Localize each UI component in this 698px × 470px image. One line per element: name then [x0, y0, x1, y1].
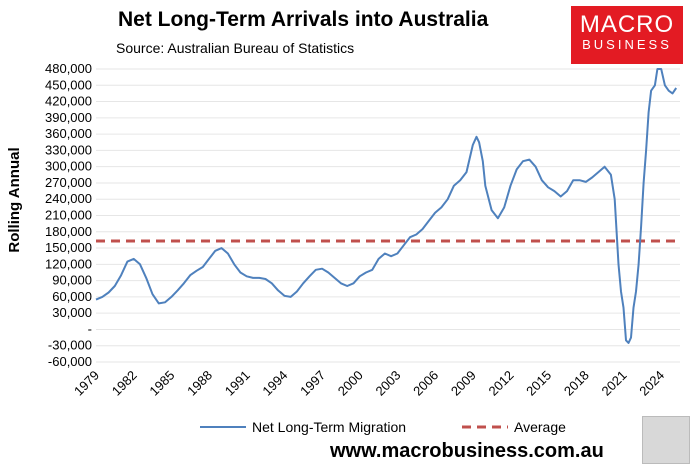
y-tick-label: 150,000: [45, 240, 92, 255]
x-tick-label: 2021: [599, 368, 630, 399]
y-tick-label: 90,000: [52, 273, 92, 288]
x-tick-labels: 1979 1982 1985 1988 1991 1994 1997 2000 2003 2006…: [71, 368, 667, 399]
macrobusiness-logo: MACRO BUSINESS: [571, 6, 683, 64]
y-tick-label: 450,000: [45, 77, 92, 92]
y-tick-label: 330,000: [45, 142, 92, 157]
x-tick-label: 2012: [486, 368, 517, 399]
chart-subtitle: Source: Australian Bureau of Statistics: [116, 40, 355, 56]
x-tick-label: 1988: [184, 368, 215, 399]
y-tick-label: 120,000: [45, 256, 92, 271]
x-tick-label: 1985: [146, 368, 177, 399]
y-axis-label: Rolling Annual: [6, 147, 23, 252]
legend-series-label: Net Long-Term Migration: [252, 419, 406, 435]
x-tick-label: 2006: [410, 368, 441, 399]
x-tick-label: 2024: [636, 368, 667, 399]
net-migration-series-line: [95, 68, 678, 344]
x-tick-label: 1991: [222, 368, 253, 399]
y-tick-label: -: [88, 321, 92, 336]
y-tick-label: 360,000: [45, 126, 92, 141]
x-tick-label: 1982: [109, 368, 140, 399]
logo-line-2: BUSINESS: [582, 37, 672, 52]
y-tick-label: -30,000: [48, 338, 92, 353]
chart-title: Net Long-Term Arrivals into Australia: [118, 8, 489, 31]
x-tick-label: 2015: [523, 368, 554, 399]
x-tick-label: 2018: [561, 368, 592, 399]
y-tick-label: 210,000: [45, 208, 92, 223]
y-tick-label: 480,000: [45, 61, 92, 76]
y-gridlines: [96, 68, 680, 363]
footer-website: www.macrobusiness.com.au: [330, 440, 604, 462]
logo-line-1: MACRO: [579, 11, 675, 38]
legend-average-label: Average: [514, 419, 566, 435]
wolf-mascot-icon: [642, 416, 690, 464]
y-tick-labels: -60,000-30,000-30,00060,00090,000120,000…: [45, 61, 92, 369]
x-tick-label: 2009: [448, 368, 479, 399]
y-tick-label: 60,000: [52, 289, 92, 304]
y-tick-label: 240,000: [45, 191, 92, 206]
y-tick-label: 420,000: [45, 94, 92, 109]
y-tick-label: 180,000: [45, 224, 92, 239]
x-tick-label: 1997: [297, 368, 328, 399]
x-tick-label: 2000: [335, 368, 366, 399]
x-tick-label: 2003: [372, 368, 403, 399]
y-tick-label: 30,000: [52, 305, 92, 320]
y-tick-label: 300,000: [45, 159, 92, 174]
x-tick-label: 1979: [71, 368, 102, 399]
y-tick-label: -60,000: [48, 354, 92, 369]
legend: Net Long-Term Migration Average: [200, 419, 566, 435]
y-tick-label: 270,000: [45, 175, 92, 190]
y-tick-label: 390,000: [45, 110, 92, 125]
x-tick-label: 1994: [259, 368, 290, 399]
